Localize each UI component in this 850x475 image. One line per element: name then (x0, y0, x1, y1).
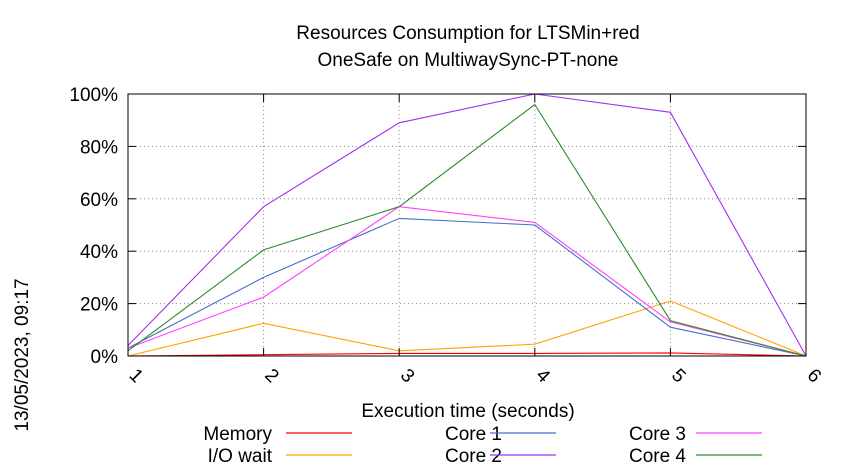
legend-label-core-4: Core 4 (629, 446, 686, 467)
y-tick-label: 0% (91, 347, 119, 368)
timestamp-label: 13/05/2023, 09:17 (12, 278, 33, 431)
legend-label-core-2: Core 2 (445, 446, 502, 467)
x-tick-label: 3 (396, 365, 418, 387)
grid-lines (128, 94, 806, 356)
series-line-memory (127, 352, 807, 357)
series-line-core-4 (127, 103, 807, 357)
x-tick-label: 1 (125, 365, 147, 387)
y-tick-label: 60% (80, 190, 118, 211)
legend-label-i-o-wait: I/O wait (208, 446, 273, 467)
x-axis-label: Execution time (seconds) (361, 401, 574, 422)
series-line-core-3 (127, 206, 807, 357)
chart-title-line-2: OneSafe on MultiwaySync-PT-none (318, 50, 619, 71)
axis-ticks (127, 93, 807, 357)
y-tick-labels: 0% 20% 40% 60% 80% 100% (69, 85, 118, 368)
plot-area (127, 93, 807, 357)
legend-label-core-1: Core 1 (445, 424, 502, 445)
legend-label-core-3: Core 3 (629, 424, 686, 445)
y-tick-label: 40% (80, 242, 118, 263)
y-tick-label: 100% (69, 85, 118, 106)
series-line-i-o-wait (127, 300, 807, 357)
x-tick-label: 6 (803, 365, 825, 387)
x-tick-label: 2 (260, 365, 282, 387)
legend-label-memory: Memory (203, 424, 272, 445)
y-tick-label: 80% (80, 137, 118, 158)
x-tick-label: 4 (532, 365, 555, 388)
y-tick-label: 20% (80, 295, 118, 316)
plot-frame (127, 93, 807, 357)
x-tick-label: 5 (667, 365, 689, 387)
chart-title-line-1: Resources Consumption for LTSMin+red (296, 23, 639, 44)
series-line-core-1 (127, 217, 807, 357)
x-tick-labels: 1 2 3 4 5 6 (125, 365, 825, 388)
series-line-core-2 (127, 93, 807, 357)
